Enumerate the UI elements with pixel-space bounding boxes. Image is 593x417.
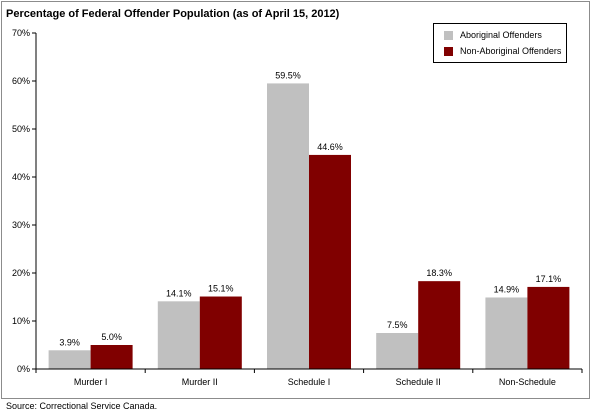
- y-tick-label-5: 50%: [12, 124, 30, 134]
- y-tick-label-2: 20%: [12, 268, 30, 278]
- y-tick-label-3: 30%: [12, 220, 30, 230]
- y-tick-label-4: 40%: [12, 172, 30, 182]
- x-tick-label-1: Murder II: [182, 377, 218, 387]
- legend-item-non-aboriginal: Non-Aboriginal Offenders: [444, 46, 561, 56]
- legend-label-aboriginal: Aboriginal Offenders: [460, 30, 542, 40]
- x-tick-label-4: Non-Schedule: [499, 377, 556, 387]
- bar-non-aboriginal-2: [309, 154, 351, 369]
- data-label-aboriginal-4: 14.9%: [494, 284, 520, 294]
- legend: Aboriginal Offenders Non-Aboriginal Offe…: [433, 23, 567, 63]
- data-label-aboriginal-0: 3.9%: [59, 337, 80, 347]
- y-tick-label-0: 0%: [17, 364, 30, 374]
- bar-non-aboriginal-4: [527, 286, 570, 369]
- bar-aboriginal-2: [267, 83, 309, 370]
- data-label-non-aboriginal-4: 17.1%: [536, 274, 562, 284]
- bar-aboriginal-0: [48, 350, 91, 369]
- bar-non-aboriginal-3: [418, 281, 461, 369]
- legend-swatch-non-aboriginal: [444, 46, 453, 56]
- y-tick-label-6: 60%: [12, 76, 30, 86]
- y-tick-label-7: 70%: [12, 28, 30, 38]
- bar-aboriginal-1: [157, 301, 200, 369]
- data-label-aboriginal-3: 7.5%: [387, 320, 408, 330]
- legend-swatch-aboriginal: [444, 30, 453, 40]
- data-label-non-aboriginal-2: 44.6%: [317, 142, 343, 152]
- y-tick-label-1: 10%: [12, 316, 30, 326]
- legend-label-non-aboriginal: Non-Aboriginal Offenders: [460, 46, 562, 56]
- legend-item-aboriginal: Aboriginal Offenders: [444, 30, 542, 40]
- bar-aboriginal-4: [485, 297, 528, 369]
- data-label-non-aboriginal-1: 15.1%: [208, 284, 234, 294]
- bar-aboriginal-3: [376, 333, 419, 369]
- data-label-aboriginal-1: 14.1%: [166, 288, 192, 298]
- data-label-aboriginal-2: 59.5%: [275, 70, 301, 80]
- bar-non-aboriginal-1: [199, 296, 242, 369]
- source-note: Source: Correctional Service Canada.: [6, 401, 158, 411]
- bar-non-aboriginal-0: [90, 345, 133, 369]
- data-label-non-aboriginal-0: 5.0%: [101, 332, 122, 342]
- x-tick-label-3: Schedule II: [396, 377, 441, 387]
- data-label-non-aboriginal-3: 18.3%: [426, 268, 452, 278]
- chart-title: Percentage of Federal Offender Populatio…: [6, 8, 340, 20]
- x-tick-label-2: Schedule I: [288, 377, 331, 387]
- x-tick-label-0: Murder I: [74, 377, 108, 387]
